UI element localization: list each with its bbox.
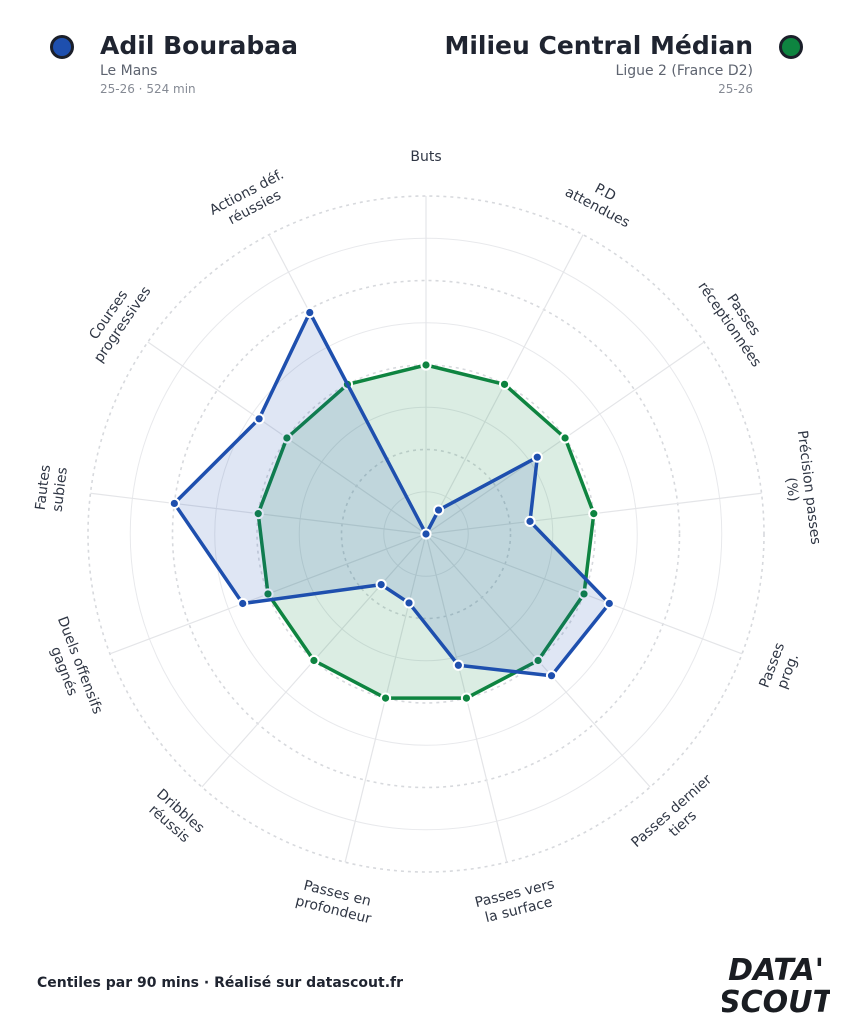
player-series-point [168, 497, 180, 510]
comparison-series-point [420, 359, 432, 371]
footer-note: Centiles par 90 mins · Réalisé sur datas… [37, 975, 404, 991]
grid-ring-major [340, 448, 512, 620]
player-series-point [603, 597, 615, 610]
player-series-point [432, 504, 445, 516]
axis-label-line: Passes dernier [628, 772, 715, 851]
axis-label: Fautessubies [33, 464, 71, 513]
comparison-series-point [281, 432, 293, 444]
axis-label: Buts [410, 149, 441, 165]
comparison-series-point [308, 654, 320, 667]
player-series-point [253, 413, 265, 425]
player-series-point [531, 451, 543, 463]
player-header: Adil Bourabaa Le Mans 25-26 · 524 min [50, 30, 298, 98]
axis-label: Passesprog. [757, 641, 805, 697]
comparison-series-point [498, 378, 511, 390]
player-series-point [545, 670, 558, 682]
datascout-logo: DATA' SCOUT [722, 950, 830, 1018]
logo-line-2: SCOUT [722, 985, 830, 1018]
comparison-series-point [588, 508, 600, 520]
axis-label: Précision passes(%) [777, 430, 824, 548]
axis-label: Passes derniertiers [628, 772, 726, 864]
axis-label: Actions déf.réussies [207, 167, 294, 234]
logo-line-1: DATA' [728, 953, 824, 988]
axis-label: Passesréceptionnées [694, 270, 778, 371]
comparison-series-point [379, 692, 392, 704]
player-series-point [375, 578, 387, 591]
comparison-header: Milieu Central Médian Ligue 2 (France D2… [444, 30, 803, 98]
player-club: Le Mans [100, 63, 158, 79]
player-legend-dot [50, 35, 74, 59]
player-series-polygon [172, 310, 612, 678]
axis-label-line: subies [50, 466, 71, 512]
comparison-series-point [460, 692, 473, 704]
player-series-point [452, 659, 464, 671]
axis-label: Dribblesréussis [142, 786, 207, 849]
comparison-season: 25-26 [718, 82, 753, 96]
player-meta: 25-26 · 524 min [100, 82, 196, 96]
comparison-league: Ligue 2 (France D2) [615, 63, 753, 79]
player-series-point [420, 528, 432, 540]
grid-ring-major [171, 279, 681, 789]
grid-ring-major [87, 195, 765, 873]
comparison-series-point [559, 432, 571, 444]
comparison-series-point [578, 588, 590, 600]
player-series-point [237, 597, 249, 610]
player-name: Adil Bourabaa [100, 31, 298, 60]
axis-label-line: (%) [782, 477, 801, 503]
comparison-legend-dot [779, 35, 803, 59]
player-series-point [304, 306, 316, 319]
comparison-name: Milieu Central Médian [444, 31, 753, 60]
axis-label: Duels offensifsgagnés [38, 614, 105, 722]
axis-label: Passes versla surface [473, 876, 560, 927]
player-series-point [524, 515, 536, 527]
axis-label: Coursesprogressives [77, 274, 154, 366]
axis-label-line: Fautes [33, 464, 54, 511]
axis-label-line: Buts [410, 149, 441, 165]
axis-label: P.Dattendues [562, 169, 640, 231]
comparison-series-point [252, 508, 264, 520]
comparison-series-point [532, 654, 544, 667]
player-series-point [403, 597, 415, 609]
grid-ring-major [256, 364, 596, 704]
axis-label: Passes enprofondeur [294, 877, 377, 928]
